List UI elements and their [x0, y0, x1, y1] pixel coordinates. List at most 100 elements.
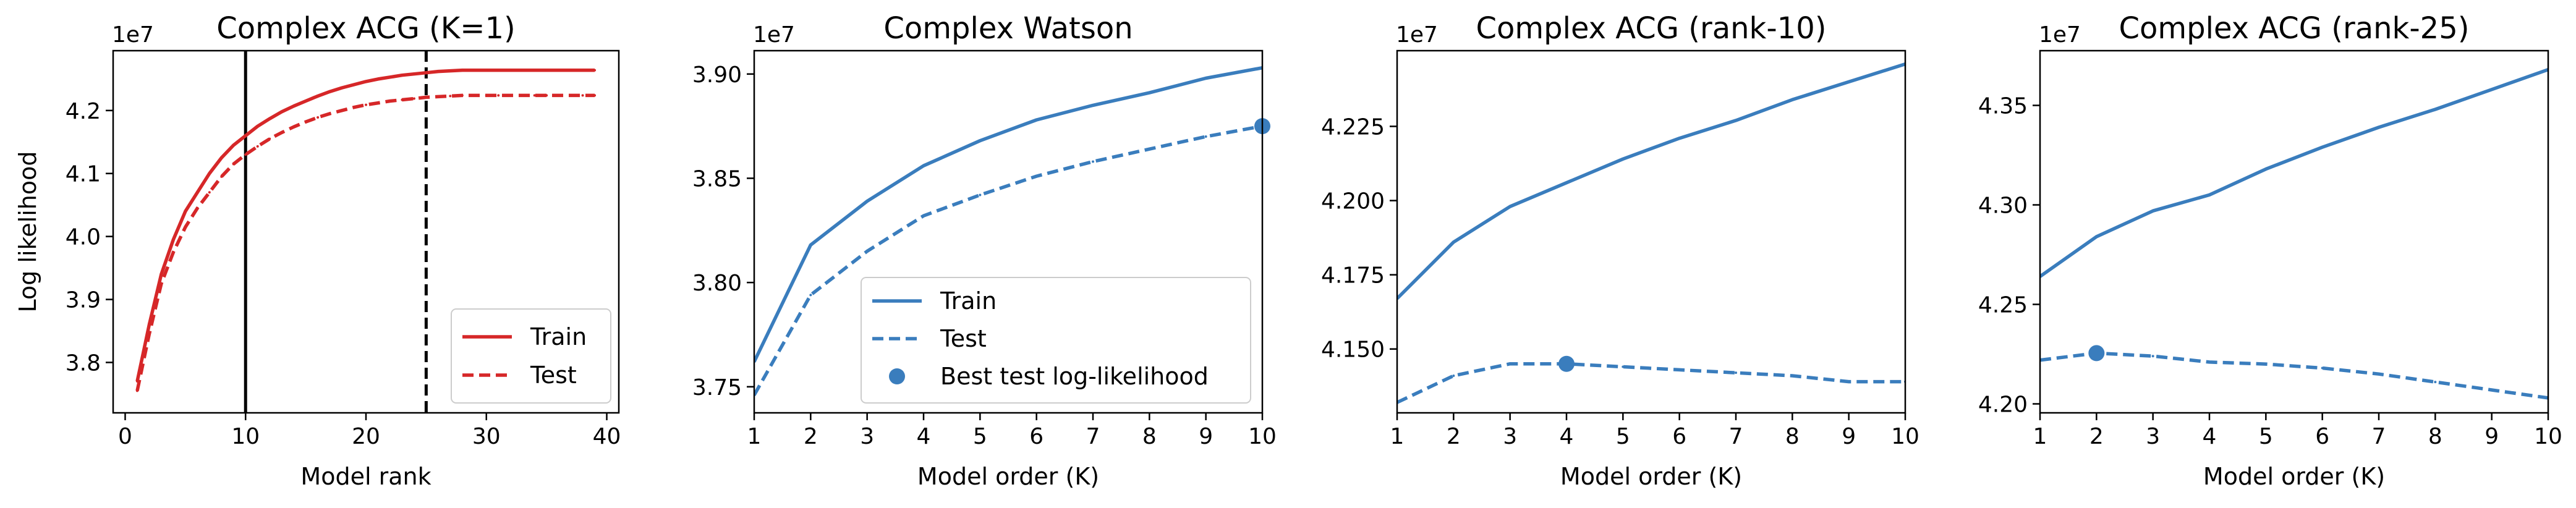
x-tick-label: 30: [472, 424, 501, 449]
data-point-train: [1035, 119, 1038, 122]
chart-panel-2: 1 2 3 4 5 6 7 8 9 10 3.75 3.80 3.85 3.90 1e7 Complex Wa…: [692, 11, 1277, 490]
series-line-train: [1397, 62, 1905, 300]
data-point-train: [1847, 80, 1850, 83]
data-point-train: [2378, 125, 2380, 129]
data-point-train: [593, 69, 597, 72]
legend-label-0: Train: [940, 287, 997, 315]
axis-offset-label: 1e7: [753, 22, 795, 48]
data-point-test: [1622, 365, 1625, 368]
data-point-train: [1092, 104, 1094, 107]
data-point-test: [172, 251, 175, 254]
data-point-test: [1791, 374, 1794, 377]
data-point-test: [388, 99, 391, 103]
chart-panel-4: 1 2 3 4 5 6 7 8 9 10 4.20 4.25 4.30 4.35 1e7 Complex AC…: [1978, 11, 2562, 490]
x-tick-label: 2: [804, 424, 818, 449]
x-tick-label: 2: [1447, 424, 1461, 449]
data-point-test: [545, 94, 548, 97]
legend-label-train: Train: [530, 323, 587, 350]
x-tick-label: 10: [1248, 424, 1277, 449]
data-point-train: [280, 110, 283, 113]
x-axis-label: Model order (K): [2203, 463, 2385, 490]
data-point-train: [545, 69, 548, 72]
data-point-test: [244, 153, 247, 156]
data-point-train: [376, 77, 380, 80]
x-axis-label: Model order (K): [917, 463, 1099, 490]
data-point-train: [1565, 181, 1568, 184]
data-point-train: [159, 273, 163, 276]
data-point-test: [1148, 148, 1151, 151]
x-axis-label: Model rank: [300, 463, 431, 490]
x-tick-label: 8: [1785, 424, 1800, 449]
data-point-train: [401, 74, 404, 77]
y-tick-label: 3.85: [692, 166, 742, 192]
y-tick-label: 4.150: [1321, 337, 1385, 363]
data-point-test: [521, 94, 524, 97]
x-tick-label: 10: [1891, 424, 1919, 449]
legend-label-2: Best test log-likelihood: [940, 363, 1209, 390]
data-point-test: [497, 94, 500, 97]
y-tick-label: 4.25: [1978, 293, 2028, 318]
data-point-train: [485, 69, 488, 72]
data-point-train: [341, 87, 344, 90]
data-point-test: [328, 112, 331, 115]
data-point-train: [388, 75, 391, 78]
data-point-train: [1678, 137, 1681, 140]
axes-frame: [1396, 49, 1906, 414]
series-line-test: [1397, 362, 1905, 404]
data-point-test: [148, 332, 151, 336]
x-tick-label: 10: [231, 424, 260, 449]
chart-title: Complex Watson: [883, 11, 1133, 46]
chart-title: Complex ACG (K=1): [216, 11, 515, 46]
data-point-train: [365, 80, 367, 83]
x-tick-label: 6: [2315, 424, 2329, 449]
legend-box: [451, 308, 611, 404]
data-point-test: [1092, 160, 1094, 163]
data-point-test: [317, 116, 320, 119]
data-point-train: [2151, 210, 2154, 213]
data-point-train: [196, 191, 199, 194]
data-point-test: [2378, 373, 2380, 376]
data-point-test: [159, 282, 163, 286]
data-point-test: [581, 94, 584, 97]
data-point-test: [2434, 381, 2437, 384]
y-tick-label: 4.0: [66, 225, 101, 250]
series-line-test: [754, 124, 1262, 396]
data-point-train: [533, 69, 536, 72]
data-point-train: [557, 69, 560, 72]
series-line-test: [2040, 351, 2548, 400]
data-point-train: [1622, 158, 1625, 161]
data-point-train: [2490, 88, 2493, 91]
x-tick-label: 9: [1199, 424, 1213, 449]
data-point-test: [473, 94, 476, 97]
x-tick-label: 9: [2485, 424, 2499, 449]
y-tick-label: 3.90: [692, 62, 742, 88]
data-point-test: [220, 175, 223, 178]
data-point-test: [2208, 360, 2211, 363]
data-point-train: [184, 210, 187, 213]
series-line-test: [135, 93, 595, 391]
data-point-test: [256, 145, 259, 148]
x-tick-label: 1: [747, 424, 762, 449]
data-point-train: [232, 143, 235, 146]
data-point-train: [569, 69, 572, 72]
data-point-train: [581, 69, 584, 72]
data-point-test: [268, 137, 271, 140]
data-point-test: [341, 109, 344, 112]
x-tick-label: 8: [1142, 424, 1157, 449]
x-tick-label: 10: [2534, 424, 2562, 449]
x-tick-label: 3: [2146, 424, 2160, 449]
x-tick-label: 8: [2428, 424, 2442, 449]
axis-offset-label: 1e7: [2039, 22, 2081, 48]
chart-title: Complex ACG (rank-25): [2119, 11, 2470, 46]
data-point-test: [569, 94, 572, 97]
series-line-train: [754, 66, 1262, 363]
data-point-test: [509, 94, 512, 97]
y-axis-label: Log likelihood: [14, 151, 41, 313]
y-tick-label: 3.75: [692, 375, 742, 400]
legend-box: [861, 277, 1251, 404]
data-point-test: [449, 95, 452, 98]
data-point-test: [2490, 388, 2493, 391]
data-point-test: [425, 96, 428, 99]
data-point-test: [135, 389, 138, 392]
data-point-test: [232, 163, 235, 166]
